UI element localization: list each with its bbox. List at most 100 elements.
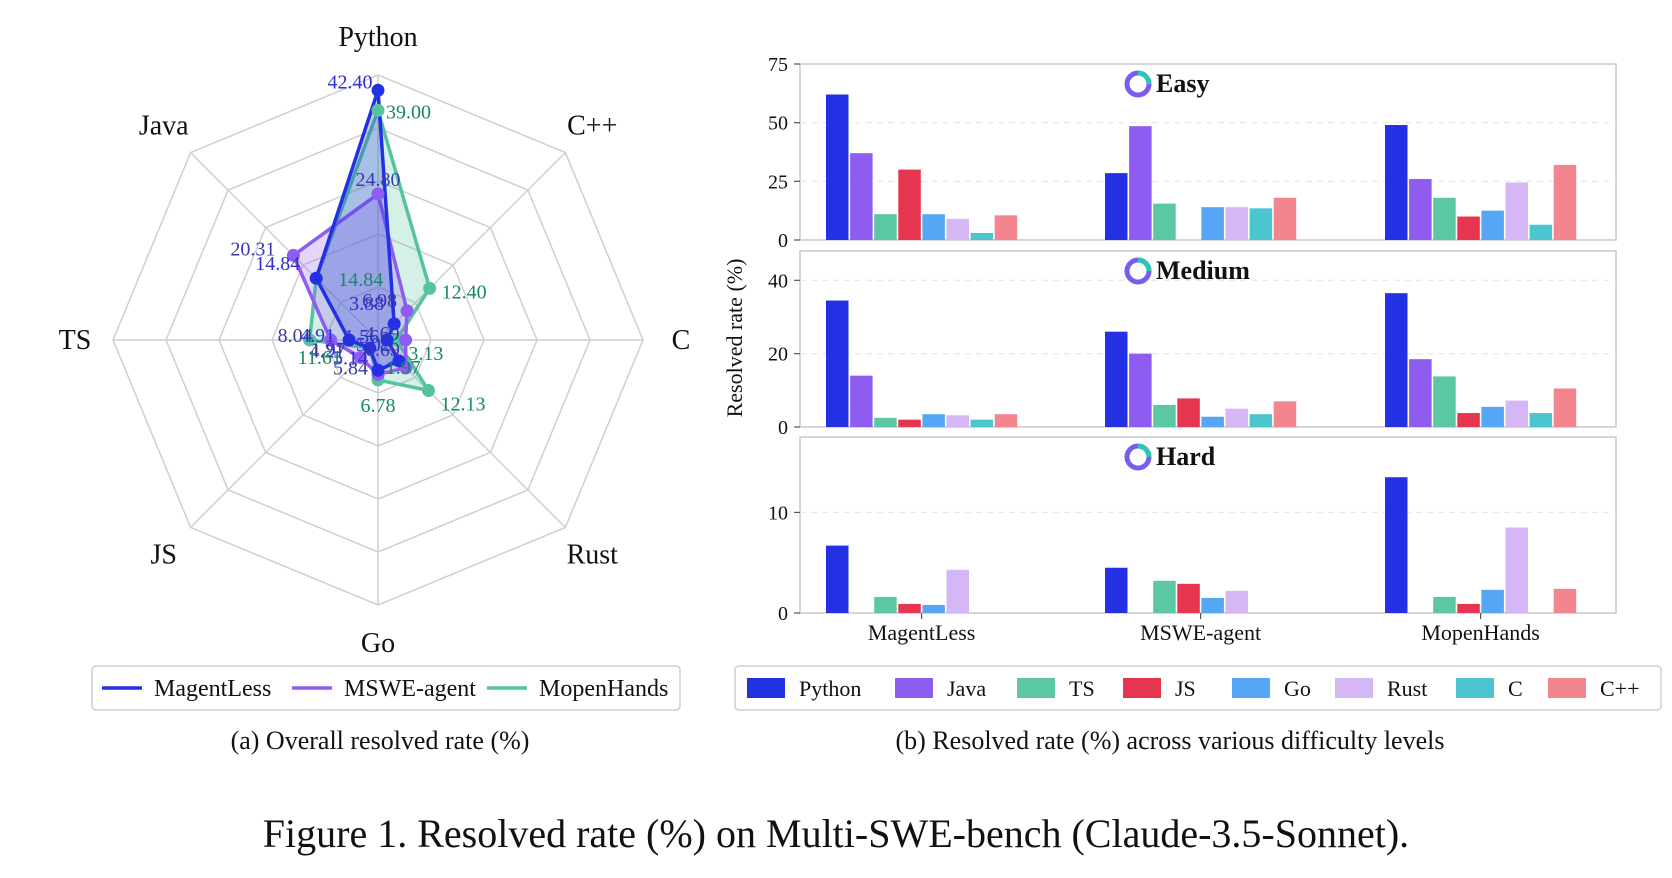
- radar-legend-label: MSWE-agent: [344, 676, 476, 702]
- bar-go: [1481, 589, 1504, 613]
- bar-y-tick-label: 10: [768, 502, 788, 524]
- radar-point: [342, 333, 356, 347]
- radar-value-label: 11.61: [298, 347, 342, 369]
- bar-legend-swatch: [1548, 678, 1586, 698]
- bar-python: [1105, 331, 1128, 427]
- radar-value-label: 4.91: [300, 325, 335, 347]
- bar-legend-label: C++: [1600, 676, 1640, 701]
- bar-y-tick-label: 0: [778, 417, 788, 439]
- radar-value-label: 4.69: [365, 323, 400, 345]
- bar-js: [1457, 413, 1480, 427]
- bar-legend-swatch: [747, 678, 785, 698]
- radar-value-label: 12.13: [441, 394, 486, 416]
- radar-value-label: 5.02: [356, 334, 391, 356]
- bar-legend-swatch: [1123, 678, 1161, 698]
- bar-js: [898, 603, 921, 613]
- radar-value-label: 39.00: [386, 101, 431, 123]
- radar-point: [371, 103, 385, 117]
- radar-axis-label: JS: [151, 539, 177, 570]
- bar-c: [970, 419, 994, 427]
- radar-axis-label: Rust: [567, 539, 619, 570]
- radar-value-label: 14.84: [255, 253, 300, 275]
- bar-legend-label: Rust: [1387, 676, 1427, 701]
- bar-python: [1385, 125, 1408, 240]
- radar-value-label: 6.69: [365, 339, 400, 361]
- radar-legend-label: MopenHands: [539, 676, 668, 702]
- radar-grid-spoke: [190, 152, 379, 341]
- bar-rust: [946, 415, 969, 427]
- bar-ts: [874, 214, 897, 240]
- radar-axis-label: C: [672, 325, 691, 356]
- radar-value-label: 5.14: [333, 347, 368, 369]
- bar-rust: [1505, 400, 1528, 427]
- radar-caption: (a) Overall resolved rate (%): [230, 726, 530, 755]
- radar-point: [387, 317, 401, 331]
- radar-point: [423, 281, 437, 295]
- radar-point: [422, 384, 436, 398]
- bar-python: [1105, 567, 1128, 613]
- bar-legend-box: [734, 665, 1662, 711]
- bar-rust: [946, 218, 969, 240]
- bar-rust: [1225, 590, 1248, 613]
- radar-value-label: 1.97: [386, 357, 421, 379]
- radar-axis-label: Python: [338, 22, 417, 53]
- bar-cpp: [1553, 388, 1577, 427]
- bar-panel-medium: 0 20 40 Medium: [768, 250, 1617, 439]
- bar-python: [826, 94, 849, 240]
- bar-cpp: [994, 215, 1018, 240]
- bar-y-tick-label: 25: [768, 171, 788, 193]
- radar-value-label: 1.56: [344, 326, 379, 348]
- radar-value-label: 6.78: [361, 395, 396, 417]
- bar-panel-title: Hard: [1156, 442, 1216, 471]
- bar-c: [970, 232, 994, 240]
- bar-cpp: [1553, 164, 1577, 240]
- bar-y-tick-label: 0: [778, 603, 788, 625]
- radar-value-label: 42.40: [328, 71, 373, 93]
- bar-y-tick-label: 75: [768, 54, 788, 76]
- radar-value-label: 3.88: [349, 293, 384, 315]
- radar-axis-label: Java: [139, 111, 189, 142]
- bar-panel-frame: [799, 436, 1617, 614]
- figure-caption: Figure 1. Resolved rate (%) on Multi-SWE…: [262, 811, 1410, 856]
- radar-grid-spoke: [190, 339, 379, 528]
- bar-js: [1177, 398, 1200, 427]
- bar-legend-swatch: [895, 678, 933, 698]
- bar-legend-swatch: [1335, 678, 1373, 698]
- bar-legend-label: Python: [799, 676, 861, 701]
- bar-legend-label: Go: [1284, 676, 1311, 701]
- bar-x-tick-label: MopenHands: [1421, 620, 1540, 645]
- radar-value-label: 8.04: [278, 325, 313, 347]
- bar-c: [1249, 414, 1273, 427]
- radar-point: [303, 333, 317, 347]
- bar-legend-label: Java: [947, 676, 986, 701]
- bar-legend-swatch: [1017, 678, 1055, 698]
- bar-ts: [1153, 203, 1176, 240]
- radar-legend-box: [91, 665, 681, 711]
- bar-y-tick-label: 50: [768, 113, 788, 135]
- radar-value-label: 24.80: [356, 169, 401, 191]
- bar-ts: [1433, 596, 1456, 613]
- radar-point: [399, 333, 413, 347]
- bar-java: [850, 153, 873, 240]
- bar-panel-title: Medium: [1156, 256, 1250, 285]
- radar-point: [392, 354, 406, 368]
- bar-python: [1385, 477, 1408, 613]
- bar-java: [850, 375, 873, 427]
- radar-point: [353, 351, 367, 365]
- radar-point: [371, 363, 385, 377]
- radar-legend-label: MagentLess: [154, 676, 271, 702]
- bar-panel-easy: 0 25 50 75 Easy: [768, 54, 1617, 252]
- bar-legend-label: C: [1508, 676, 1523, 701]
- radar-point: [389, 333, 403, 347]
- bar-legend-swatch: [1232, 678, 1270, 698]
- bar-ts: [1153, 405, 1176, 427]
- radar-value-label: 12.40: [442, 281, 487, 303]
- bar-python: [1385, 293, 1408, 427]
- radar-value-label: 1.97: [311, 339, 346, 361]
- radar-legend: MagentLess MSWE-agent MopenHands: [91, 665, 681, 711]
- bar-go: [1481, 210, 1504, 240]
- bar-cpp: [1273, 401, 1297, 427]
- bar-js: [1457, 603, 1480, 613]
- bar-java: [1409, 359, 1432, 427]
